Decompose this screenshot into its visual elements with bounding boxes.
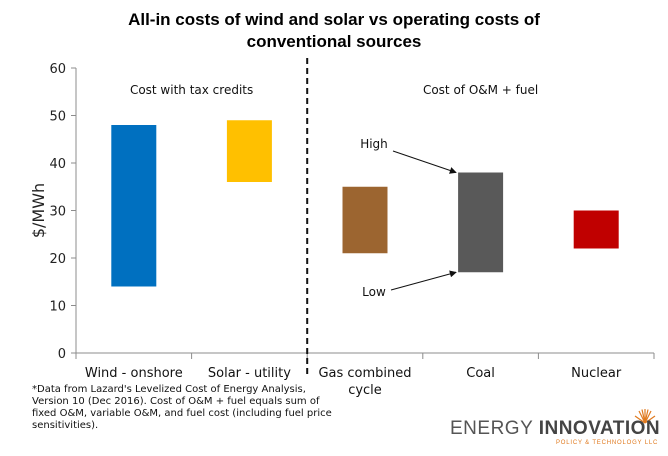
x-tick-label: Wind - onshore (85, 366, 183, 381)
bar (573, 210, 619, 249)
x-tick-label: cycle (348, 383, 382, 398)
energy-innovation-logo: ENERGY INNOVATION POLICY & TECHNOLOGY LL… (446, 408, 660, 452)
x-tick-label: Solar - utility (208, 366, 291, 381)
annotation-arrow (392, 150, 457, 174)
bar (458, 172, 504, 273)
logo-wordmark: ENERGY INNOVATION (450, 418, 660, 440)
x-tick-label: Nuclear (571, 366, 622, 381)
y-tick-label: 0 (58, 347, 66, 362)
chart-title-line-2: conventional sources (246, 32, 422, 51)
bar (111, 125, 157, 287)
logo-text-bold: INNOVATION (538, 418, 661, 439)
sunburst-icon (634, 409, 656, 424)
group-label: Cost with tax credits (130, 83, 253, 97)
chart-title-line-1: All-in costs of wind and solar vs operat… (128, 10, 540, 29)
y-axis-label: $/MWh (29, 183, 48, 238)
annotation-label: Low (362, 285, 386, 299)
group-label: Cost of O&M + fuel (423, 83, 538, 97)
bar (226, 120, 272, 182)
annotation-label: High (360, 137, 388, 151)
annotation-arrow (390, 270, 457, 291)
y-tick-label: 60 (49, 62, 66, 77)
footnote: *Data from Lazard's Levelized Cost of En… (32, 384, 332, 431)
y-tick-label: 30 (49, 205, 66, 220)
logo-tagline: POLICY & TECHNOLOGY LLC (556, 440, 659, 446)
x-tick-label: Coal (466, 366, 495, 381)
logo-text-light: ENERGY (450, 418, 539, 439)
bar (342, 186, 388, 254)
y-tick-label: 20 (49, 252, 66, 267)
y-tick-label: 40 (49, 157, 66, 172)
y-tick-label: 50 (49, 110, 66, 125)
x-tick-label: Gas combined (318, 366, 411, 381)
y-tick-label: 10 (49, 300, 66, 315)
